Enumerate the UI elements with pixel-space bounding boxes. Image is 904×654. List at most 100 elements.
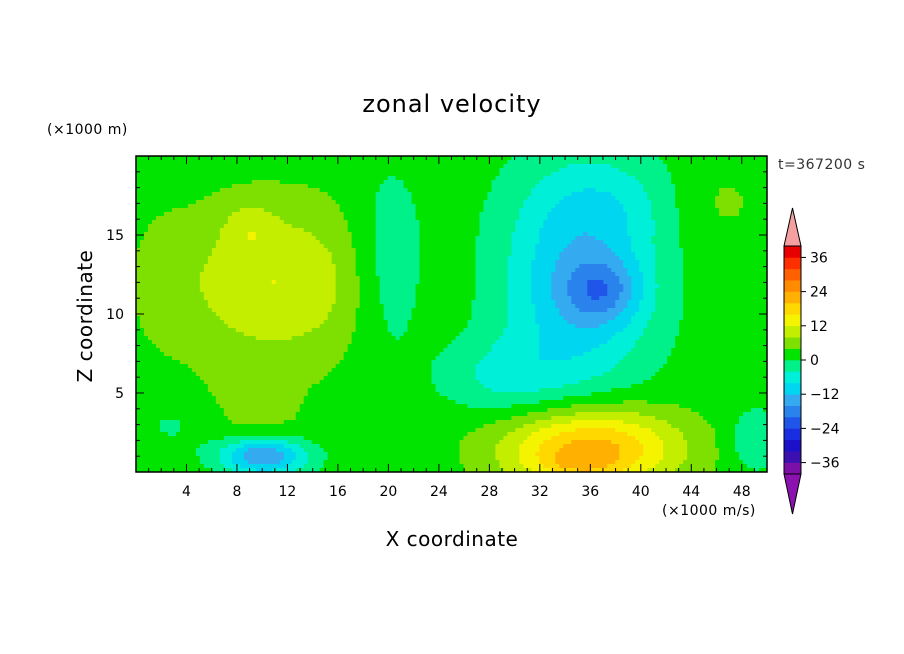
field-cell <box>407 192 413 197</box>
field-cell <box>575 212 580 217</box>
field-cell <box>659 188 664 193</box>
field-cell <box>199 240 205 245</box>
field-cell <box>355 200 361 205</box>
field-cell <box>571 224 576 229</box>
field-cell <box>151 244 157 249</box>
field-cell <box>187 212 193 217</box>
field-cell <box>735 240 740 245</box>
field-cell <box>475 204 481 209</box>
field-cell <box>363 172 369 177</box>
field-cell <box>511 240 516 245</box>
field-cell <box>703 160 708 165</box>
field-cell <box>163 268 169 273</box>
field-cell <box>223 280 229 285</box>
field-cell <box>463 164 469 169</box>
field-cell <box>455 164 461 169</box>
field-cell <box>359 252 365 257</box>
field-cell <box>299 204 305 209</box>
field-cell <box>231 192 237 197</box>
field-cell <box>319 256 325 261</box>
field-cell <box>611 260 616 265</box>
field-cell <box>303 252 309 257</box>
field-cell <box>155 220 161 225</box>
field-cell <box>419 252 425 257</box>
field-cell <box>495 204 501 209</box>
field-cell <box>347 180 353 185</box>
field-cell <box>383 248 389 253</box>
field-cell <box>151 212 157 217</box>
field-cell <box>615 196 620 201</box>
field-cell <box>503 252 509 257</box>
field-cell <box>763 232 767 237</box>
field-cell <box>571 188 576 193</box>
field-cell <box>595 196 600 201</box>
field-cell <box>167 228 173 233</box>
field-cell <box>143 188 149 193</box>
field-cell <box>655 196 660 201</box>
field-cell <box>463 188 469 193</box>
field-cell <box>371 196 377 201</box>
field-cell <box>391 156 397 161</box>
field-cell <box>515 244 520 249</box>
field-cell <box>339 276 345 281</box>
field-cell <box>211 280 217 285</box>
field-cell <box>287 264 293 269</box>
field-cell <box>255 204 261 209</box>
field-cell <box>759 232 764 237</box>
field-cell <box>491 212 497 217</box>
field-cell <box>443 220 449 225</box>
field-cell <box>711 224 716 229</box>
field-cell <box>455 256 461 261</box>
field-cell <box>711 184 716 189</box>
field-cell <box>243 248 249 253</box>
field-cell <box>623 192 628 197</box>
field-cell <box>507 172 512 177</box>
field-cell <box>247 224 253 229</box>
field-cell <box>647 176 652 181</box>
field-cell <box>735 192 740 197</box>
field-cell <box>583 252 588 257</box>
field-cell <box>467 236 473 241</box>
field-cell <box>615 252 620 257</box>
field-cell <box>291 268 297 273</box>
field-cell <box>307 156 313 161</box>
field-cell <box>519 268 524 273</box>
field-cell <box>299 240 305 245</box>
field-cell <box>136 208 141 213</box>
field-cell <box>611 228 616 233</box>
field-cell <box>179 224 185 229</box>
field-cell <box>555 208 560 213</box>
field-cell <box>695 268 700 273</box>
field-cell <box>399 216 405 221</box>
field-cell <box>675 196 680 201</box>
field-cell <box>747 216 752 221</box>
field-cell <box>499 208 505 213</box>
field-cell <box>627 208 632 213</box>
field-cell <box>155 268 161 273</box>
field-cell <box>479 244 485 249</box>
field-cell <box>275 184 281 189</box>
field-cell <box>571 204 576 209</box>
field-cell <box>215 156 221 161</box>
field-cell <box>743 156 748 161</box>
field-cell <box>147 244 153 249</box>
field-cell <box>487 188 493 193</box>
field-cell <box>143 252 149 257</box>
field-cell <box>691 212 696 217</box>
field-cell <box>139 256 145 261</box>
field-cell <box>171 276 177 281</box>
field-cell <box>627 224 632 229</box>
field-cell <box>363 196 369 201</box>
field-cell <box>155 196 161 201</box>
field-cell <box>495 216 501 221</box>
field-cell <box>303 180 309 185</box>
field-cell <box>231 224 237 229</box>
field-cell <box>647 196 652 201</box>
field-cell <box>551 200 556 205</box>
field-cell <box>207 168 213 173</box>
field-cell <box>151 280 157 285</box>
field-cell <box>731 252 736 257</box>
field-cell <box>535 276 540 281</box>
field-cell <box>251 164 257 169</box>
field-cell <box>763 188 767 193</box>
